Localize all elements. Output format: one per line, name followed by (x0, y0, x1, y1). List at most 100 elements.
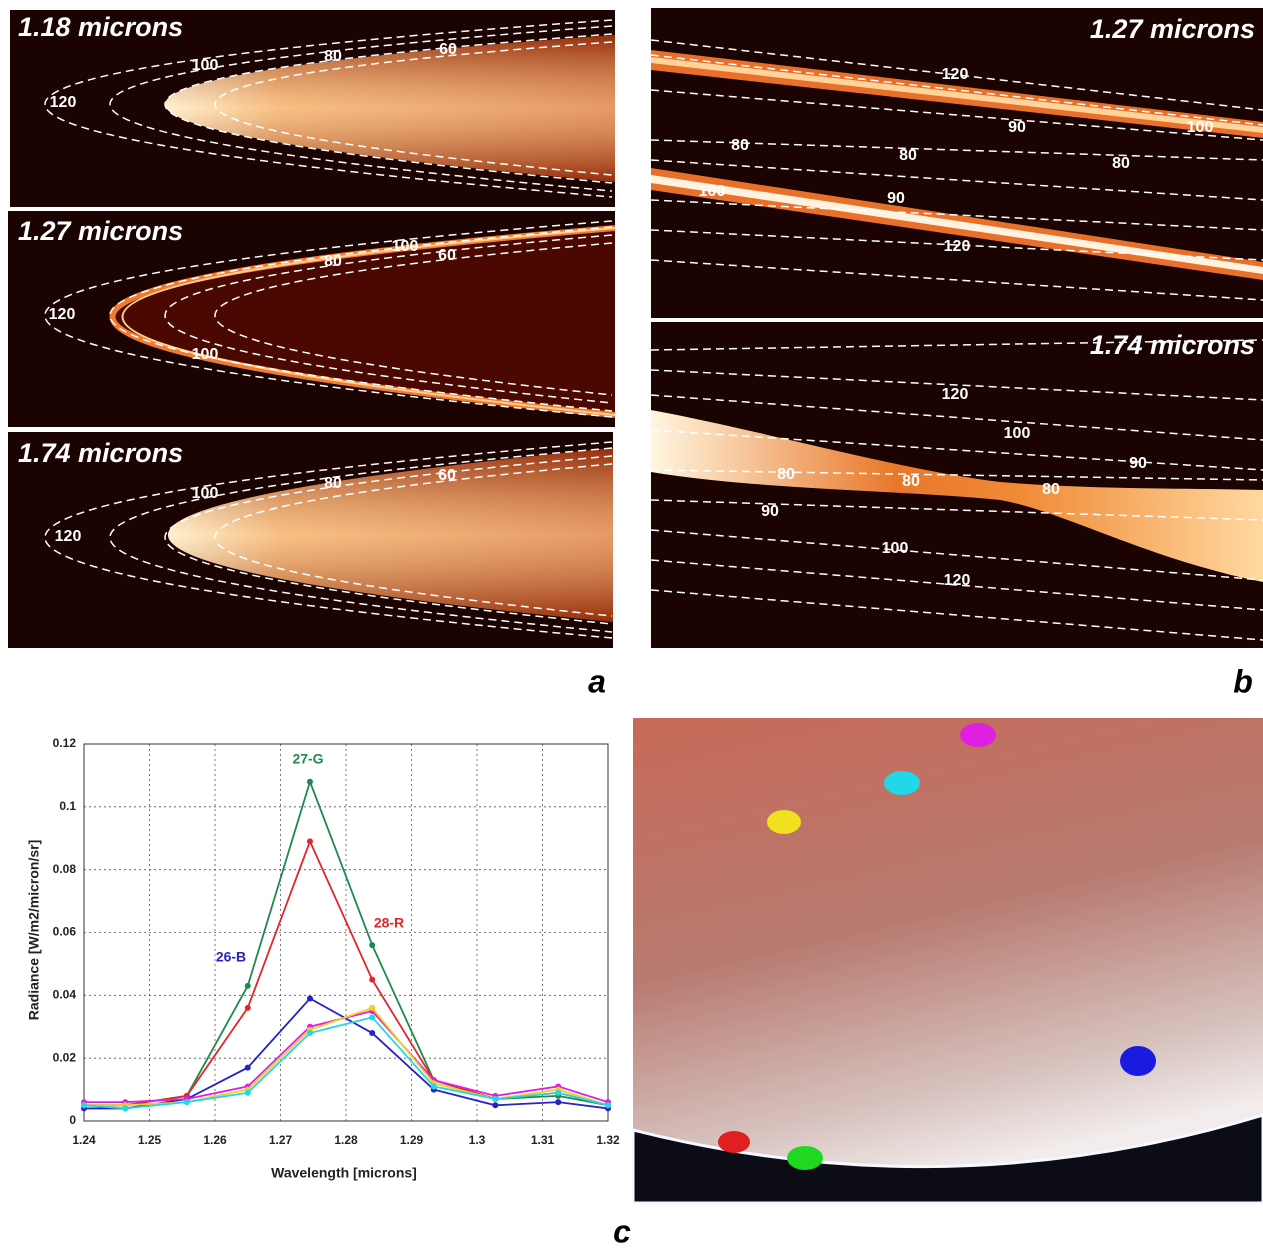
contour-label: 100 (699, 183, 726, 200)
point (605, 1102, 611, 1109)
point (244, 1064, 251, 1071)
point (122, 1105, 129, 1112)
point (555, 1089, 562, 1096)
image-title: 1.74 microns (18, 438, 183, 468)
panel-letter: c (613, 1213, 631, 1247)
point (492, 1096, 499, 1103)
y-tick-label: 0.1 (59, 799, 76, 813)
contour-label: 90 (761, 503, 779, 520)
image-title: 1.74 microns (1090, 330, 1255, 360)
contour (650, 229, 1263, 261)
contour-label: 100 (192, 346, 219, 363)
y-tick-label: 0.04 (53, 988, 77, 1002)
contour-label: 100 (882, 540, 909, 557)
contour (650, 39, 1263, 111)
chart: Wavelength [microns] Radiance [W/m2/micr… (26, 736, 620, 1181)
spot (960, 723, 996, 747)
emission-core (651, 57, 1263, 133)
y-tick-label: 0.08 (53, 862, 77, 876)
x-tick-label: 1.31 (531, 1133, 555, 1147)
emission-shade (165, 35, 615, 182)
contour-label: 80 (1112, 155, 1130, 172)
contour-label: 60 (438, 467, 456, 484)
contour (109, 25, 613, 192)
contour-label: 80 (902, 473, 920, 490)
point (81, 1102, 87, 1109)
panel-b: 1.27 microns 1.74 microns 120 90 100 80 … (650, 8, 1263, 699)
series-line (84, 1006, 609, 1107)
image-title: 1.18 microns (18, 12, 183, 42)
contour (164, 455, 613, 625)
point (244, 1089, 251, 1096)
contour-label: 90 (1129, 455, 1147, 472)
contour (164, 33, 613, 184)
spot (767, 810, 801, 834)
emission (651, 410, 1263, 582)
x-axis-label: Wavelength [microns] (271, 1165, 417, 1181)
point (369, 976, 376, 983)
contour-label: 90 (1008, 119, 1026, 136)
contour-label: 60 (439, 41, 457, 58)
y-axis-label: Radiance [W/m2/micron/sr] (26, 840, 42, 1021)
contour (650, 529, 1263, 581)
contour (650, 54, 1263, 126)
panel-letter: b (1233, 663, 1253, 699)
contour-label: 80 (324, 253, 342, 270)
contour-label: 80 (777, 466, 795, 483)
x-tick-label: 1.32 (596, 1133, 620, 1147)
contour (650, 469, 1263, 481)
contour-label: 100 (392, 238, 419, 255)
contour (650, 159, 1263, 201)
contour (650, 89, 1263, 141)
series-line (83, 1016, 609, 1110)
point (306, 1030, 313, 1037)
series-label: 26-B (216, 949, 246, 965)
contour (214, 41, 613, 176)
x-tick-label: 1.28 (334, 1133, 358, 1147)
contour (164, 234, 613, 404)
x-tick-label: 1.27 (269, 1133, 293, 1147)
contour-label: 120 (50, 94, 77, 111)
y-tick-label: 0.06 (53, 925, 77, 939)
contour (650, 429, 1263, 471)
contour-label: 120 (942, 66, 969, 83)
point (555, 1099, 562, 1106)
point (369, 1030, 376, 1037)
contour-label: 90 (887, 190, 905, 207)
point (430, 1083, 437, 1090)
contour (650, 559, 1263, 611)
contour (650, 589, 1263, 641)
contour (650, 369, 1263, 401)
contour-label: 100 (192, 57, 219, 74)
photo (633, 718, 1263, 1203)
contour-label: 120 (49, 306, 76, 323)
contour-label: 80 (324, 475, 342, 492)
point (492, 1102, 499, 1109)
contour (214, 242, 613, 396)
spot (884, 771, 920, 795)
x-tick-label: 1.3 (469, 1133, 486, 1147)
y-tick-label: 0.02 (53, 1050, 77, 1064)
contour-label: 80 (324, 48, 342, 65)
contour-label: 80 (731, 137, 749, 154)
contour (650, 199, 1263, 231)
y-tick-label: 0 (69, 1113, 76, 1127)
emission-core (651, 175, 1263, 274)
contour (650, 339, 1263, 351)
contour-label: 120 (942, 386, 969, 403)
spot (787, 1146, 823, 1170)
contour-label: 60 (438, 247, 456, 264)
x-tick-label: 1.29 (400, 1133, 424, 1147)
contour (650, 394, 1263, 441)
spot (718, 1131, 750, 1153)
contour-label: 80 (1042, 481, 1060, 498)
contour (44, 19, 613, 198)
contour-label: 120 (55, 528, 82, 545)
contours (650, 39, 1263, 641)
emission-edge (121, 227, 616, 416)
image-title: 1.27 microns (18, 216, 183, 246)
series-label: 27-G (292, 751, 323, 767)
contours (44, 19, 613, 639)
y-tick-label: 0.12 (53, 736, 77, 750)
